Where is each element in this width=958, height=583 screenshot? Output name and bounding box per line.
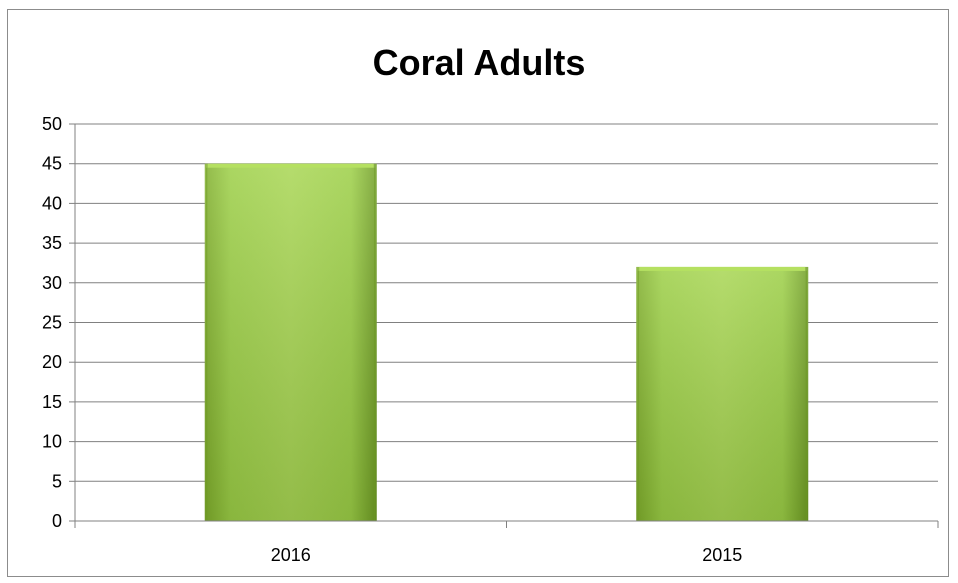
y-tick-label: 35 (42, 233, 62, 253)
y-tick-label: 45 (42, 154, 62, 174)
x-tick-label: 2015 (702, 545, 742, 565)
bar-top-highlight (639, 266, 806, 271)
y-tick-label: 20 (42, 352, 62, 372)
y-tick-label: 25 (42, 313, 62, 333)
bar-top-highlight (207, 163, 374, 168)
chart-title: Coral Adults (372, 42, 586, 83)
y-tick-label: 10 (42, 432, 62, 452)
bar-shade (636, 266, 809, 521)
x-tick-label: 2016 (271, 545, 311, 565)
y-tick-label: 50 (42, 114, 62, 134)
y-tick-label: 0 (52, 511, 62, 531)
y-tick-label: 40 (42, 193, 62, 213)
y-tick-label: 15 (42, 392, 62, 412)
y-tick-label: 30 (42, 273, 62, 293)
axes (69, 123, 939, 528)
gridlines (75, 123, 938, 482)
y-tick-label: 5 (52, 471, 62, 491)
bar (636, 266, 809, 521)
bars (204, 163, 809, 521)
bar (204, 163, 377, 521)
tick-labels: 0 5 10 15 20 25 30 35 40 45 50 2016 2015 (42, 114, 742, 565)
bar-shade (204, 163, 377, 521)
